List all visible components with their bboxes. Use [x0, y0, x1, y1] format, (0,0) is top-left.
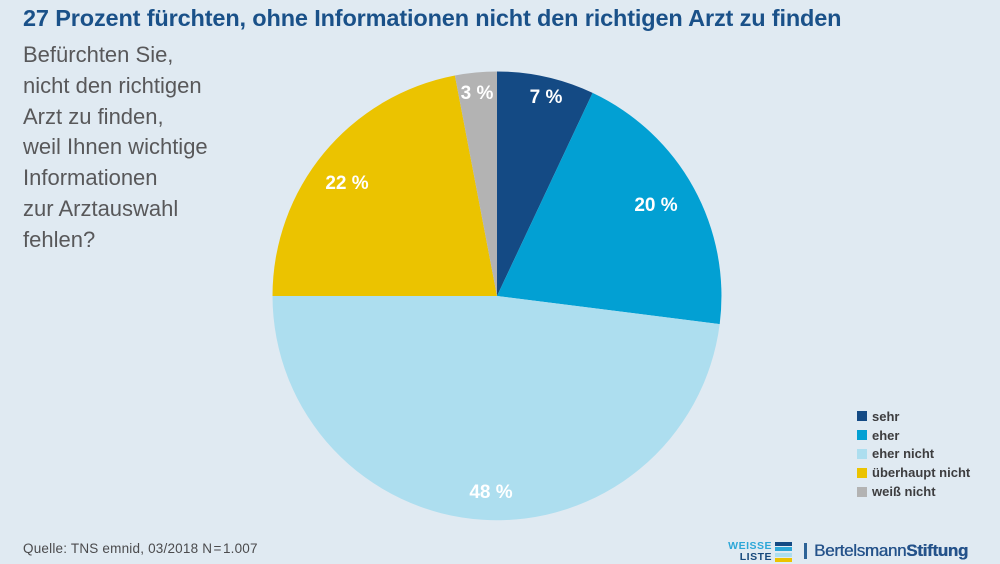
svg-text:22 %: 22 %: [325, 173, 368, 194]
svg-text:7 %: 7 %: [530, 87, 563, 108]
svg-text:3 %: 3 %: [461, 83, 494, 104]
svg-text:20 %: 20 %: [634, 195, 677, 216]
svg-text:48 %: 48 %: [469, 482, 512, 503]
